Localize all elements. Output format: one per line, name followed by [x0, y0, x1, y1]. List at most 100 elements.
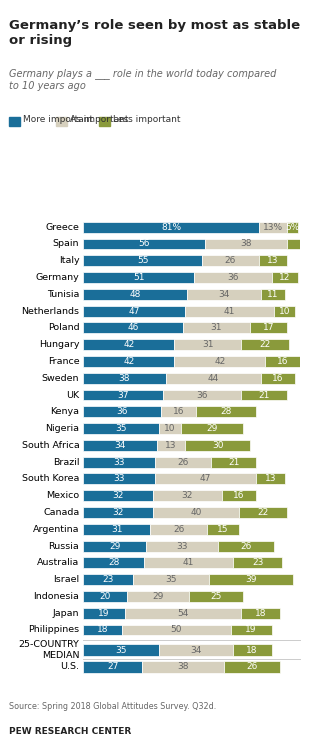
Bar [83, 490, 153, 502]
Text: 18: 18 [246, 646, 258, 655]
Bar [83, 373, 166, 383]
Text: More important: More important [23, 115, 93, 124]
Bar [155, 457, 211, 467]
Text: 10: 10 [164, 424, 176, 433]
Text: 32: 32 [112, 491, 124, 500]
Bar [150, 524, 207, 535]
Bar [133, 574, 209, 585]
Bar [83, 644, 159, 656]
Text: 21: 21 [228, 458, 239, 467]
Text: 19: 19 [245, 626, 257, 635]
Text: 15: 15 [217, 525, 229, 533]
Bar [161, 406, 196, 418]
Bar [83, 608, 125, 619]
Bar [83, 305, 185, 317]
Bar [146, 541, 218, 551]
Bar [174, 340, 241, 350]
Text: PEW RESEARCH CENTER: PEW RESEARCH CENTER [9, 727, 132, 736]
Bar [274, 305, 295, 317]
Text: 37: 37 [118, 391, 129, 400]
Text: 26: 26 [225, 256, 236, 265]
Text: Source: Spring 2018 Global Attitudes Survey. Q32d.: Source: Spring 2018 Global Attitudes Sur… [9, 702, 217, 711]
Text: 34: 34 [115, 441, 126, 450]
Bar [241, 608, 280, 619]
Bar [83, 389, 163, 400]
Text: 34: 34 [218, 290, 230, 299]
Bar [256, 473, 285, 484]
Bar [144, 557, 233, 568]
Text: 26: 26 [247, 663, 258, 672]
Text: 13: 13 [267, 256, 278, 265]
Bar [183, 322, 250, 334]
Bar [265, 356, 300, 367]
Bar [163, 389, 241, 400]
Bar [157, 440, 185, 451]
Bar [194, 272, 272, 283]
Text: 22: 22 [257, 508, 269, 517]
Bar [174, 356, 265, 367]
Text: 40: 40 [190, 508, 201, 517]
Bar [259, 221, 287, 233]
Bar [202, 256, 259, 266]
Text: 48: 48 [130, 290, 141, 299]
Text: 32: 32 [182, 491, 193, 500]
Text: 21: 21 [258, 391, 270, 400]
Text: 55: 55 [137, 256, 149, 265]
Bar [241, 389, 287, 400]
Text: 11: 11 [267, 290, 278, 299]
Bar [83, 473, 155, 484]
Bar [153, 507, 239, 518]
Text: 35: 35 [116, 646, 127, 655]
Text: 30: 30 [212, 441, 223, 450]
Bar [287, 239, 300, 250]
Text: 18: 18 [97, 626, 109, 635]
Bar [83, 424, 159, 434]
Text: 81%: 81% [161, 223, 181, 232]
Text: 44: 44 [208, 374, 219, 383]
Bar [241, 340, 289, 350]
Bar [207, 524, 239, 535]
Bar [142, 661, 224, 672]
Bar [83, 625, 122, 635]
Bar [83, 289, 187, 299]
Bar [83, 272, 194, 283]
Text: 50: 50 [171, 626, 182, 635]
Bar [187, 289, 261, 299]
Bar [189, 591, 243, 602]
Bar [222, 490, 256, 502]
Text: 38: 38 [177, 663, 189, 672]
Text: As important: As important [70, 115, 128, 124]
Bar [127, 591, 189, 602]
Text: 33: 33 [113, 458, 125, 467]
Text: 33: 33 [176, 542, 188, 551]
Text: 23: 23 [103, 575, 114, 584]
Text: 38: 38 [240, 239, 252, 248]
Bar [83, 507, 153, 518]
Bar [185, 305, 274, 317]
Text: 26: 26 [177, 458, 188, 467]
Bar [272, 272, 298, 283]
Text: 54: 54 [177, 609, 188, 617]
Text: 13: 13 [265, 475, 276, 484]
Text: 47: 47 [129, 307, 140, 316]
Text: Less important: Less important [113, 115, 180, 124]
Bar [155, 473, 256, 484]
Text: 42: 42 [214, 357, 225, 366]
Bar [233, 644, 272, 656]
Bar [83, 256, 202, 266]
Text: 39: 39 [245, 575, 257, 584]
Text: 28: 28 [108, 558, 119, 568]
Text: 46: 46 [128, 323, 139, 332]
Bar [153, 490, 222, 502]
Bar [159, 644, 233, 656]
Bar [250, 322, 287, 334]
Text: 26: 26 [173, 525, 184, 533]
Bar [259, 256, 287, 266]
Text: 12: 12 [279, 273, 290, 282]
Text: 5%: 5% [285, 223, 299, 232]
Text: Germany plays a ___ role in the world today compared
to 10 years ago: Germany plays a ___ role in the world to… [9, 68, 277, 91]
Text: 27: 27 [107, 663, 118, 672]
Text: 19: 19 [98, 609, 110, 617]
Bar [166, 373, 261, 383]
Text: 28: 28 [221, 407, 232, 416]
